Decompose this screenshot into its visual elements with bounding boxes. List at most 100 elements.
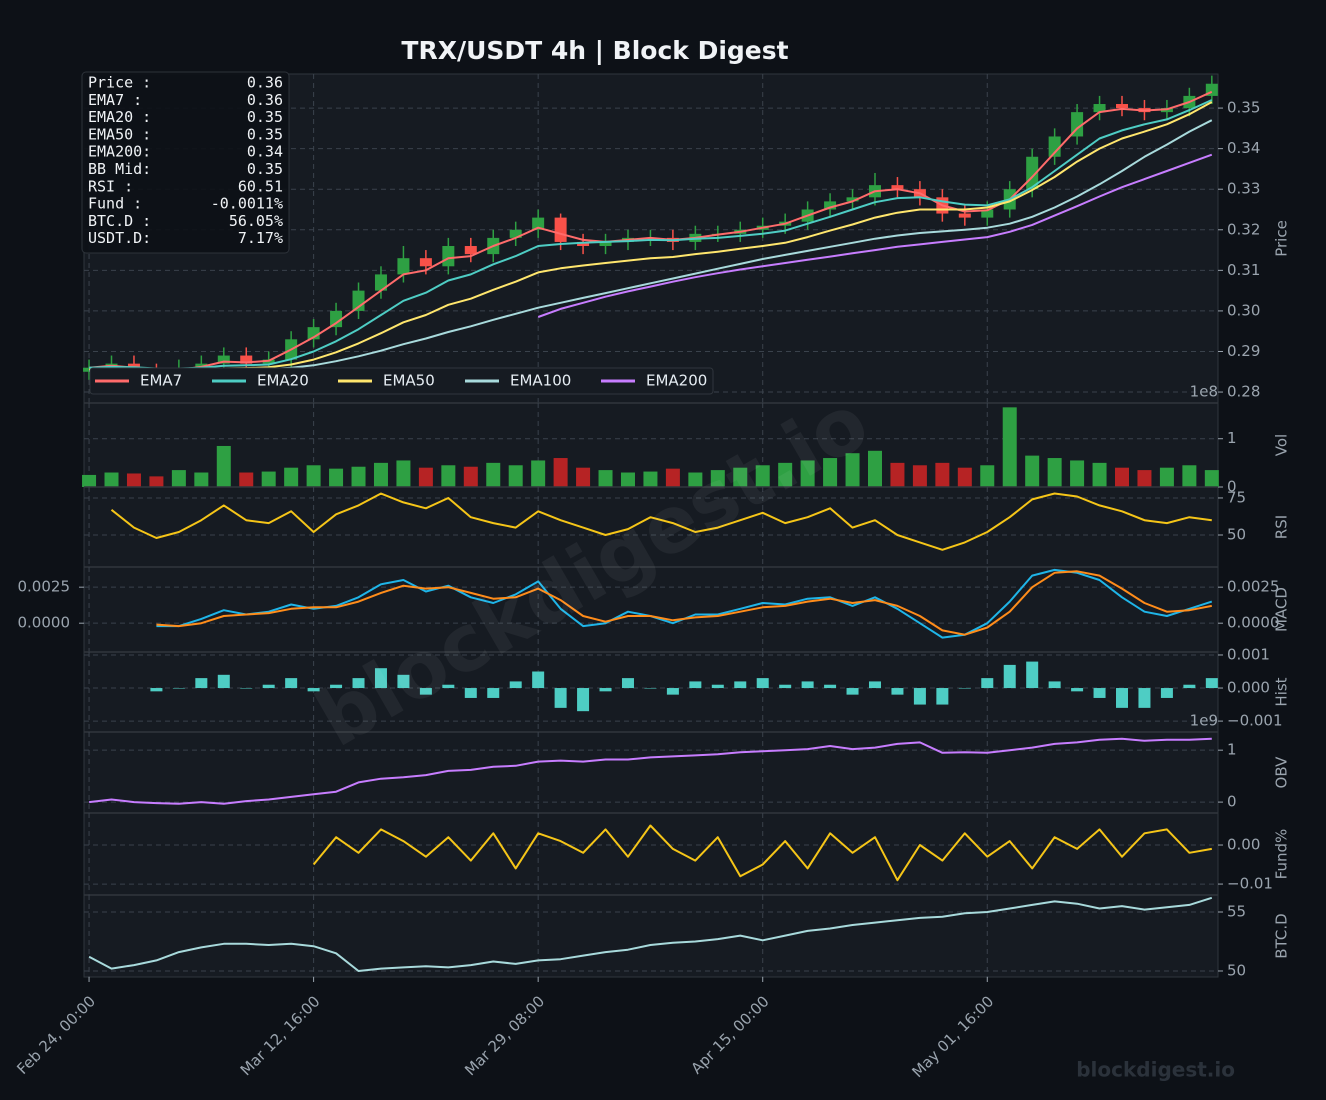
bar [195, 678, 208, 689]
bar [396, 460, 411, 487]
bar [306, 465, 321, 487]
bar [823, 458, 838, 487]
bar [1116, 688, 1129, 708]
bar [1093, 688, 1106, 698]
y-axis-label: OBV [1273, 756, 1291, 789]
y-tick-label: −0.01 [1227, 875, 1273, 893]
y-tick-label: 0.31 [1227, 261, 1260, 279]
bar [194, 472, 209, 487]
bar [82, 474, 97, 487]
bar [868, 681, 881, 689]
y-tick-label: 0.001 [1227, 645, 1270, 663]
info-value: -0.0011% [211, 195, 283, 213]
info-value: 60.51 [238, 177, 283, 195]
bar [688, 472, 703, 487]
info-label: EMA50 : [88, 125, 151, 143]
y-tick-label: 0.28 [1227, 383, 1260, 401]
candle-body [330, 310, 343, 328]
bar [935, 462, 950, 487]
y-tick-label: 0.32 [1227, 220, 1260, 238]
bar [397, 674, 410, 689]
legend: EMA7 EMA20 EMA50 EMA100 EMA200 [89, 367, 714, 395]
info-box-bg [81, 71, 290, 254]
bar [419, 688, 432, 695]
y-tick-label: 1 [1227, 741, 1237, 759]
bar [1183, 684, 1196, 689]
y-tick-label: 50 [1227, 526, 1246, 544]
bar [891, 688, 904, 695]
plot-layer: 0.280.290.300.310.320.330.340.35PriceEMA… [13, 71, 1291, 1081]
bar [150, 688, 163, 692]
bar [1047, 458, 1062, 487]
bar [1137, 470, 1152, 487]
info-label: Price : [88, 74, 151, 92]
bar [531, 460, 546, 487]
info-label: BTC.D : [88, 212, 151, 230]
bar [240, 688, 253, 689]
bar [487, 688, 500, 698]
info-value: 0.35 [247, 160, 283, 178]
candle-body [1093, 104, 1106, 113]
bar [442, 684, 455, 689]
bar [217, 674, 230, 689]
bar [1138, 688, 1151, 708]
candle-body [554, 217, 567, 242]
axis-offset-label: 1e8 [1190, 383, 1218, 401]
y-tick-label: 0 [1227, 793, 1237, 811]
candle-body [374, 274, 387, 291]
bar [1002, 407, 1017, 487]
y-tick-label: −0.001 [1227, 712, 1283, 730]
y-tick-label: 0.35 [1227, 99, 1260, 117]
series-line [89, 101, 1213, 371]
bar [599, 688, 612, 692]
bar [1070, 460, 1085, 487]
bar [824, 684, 837, 689]
candle-body [958, 213, 971, 218]
bar [1159, 467, 1174, 487]
series-line [88, 896, 1213, 972]
bar [643, 471, 658, 487]
bar [1071, 688, 1084, 692]
candle-body [217, 355, 230, 364]
bar [418, 467, 433, 487]
legend-label: EMA200 [646, 372, 707, 390]
y-axis-label: Vol [1273, 434, 1291, 456]
y-tick-label: 0.0025 [1227, 578, 1280, 596]
y-axis-label: RSI [1273, 515, 1291, 539]
y-tick-label: 0.00 [1227, 836, 1260, 854]
bar [779, 684, 792, 689]
series-line [88, 737, 1212, 805]
candle-body [891, 185, 904, 190]
candle-body [599, 241, 612, 247]
info-value: 7.17% [238, 229, 283, 247]
bar [867, 450, 882, 487]
candle-body [824, 201, 837, 210]
bar [261, 471, 276, 487]
candle-body [83, 367, 96, 372]
bar [1182, 465, 1197, 487]
bar [374, 668, 387, 689]
bar [171, 470, 186, 487]
legend-label: EMA50 [383, 372, 435, 390]
info-label: Fund : [88, 195, 142, 213]
candle-body [1048, 136, 1061, 157]
chart-title: TRX/USDT 4h | Block Digest [401, 36, 788, 65]
bar [576, 467, 591, 487]
y-tick-label: 0.000 [1227, 679, 1270, 697]
bar [307, 688, 320, 692]
bar [958, 688, 971, 689]
bar [666, 688, 679, 695]
candle-body [577, 241, 590, 247]
y-tick-label-left: 0.0025 [18, 578, 71, 596]
bar [1048, 681, 1061, 689]
bar [486, 462, 501, 487]
bar [351, 466, 366, 487]
bar [845, 453, 860, 487]
bar [216, 445, 231, 487]
y-tick-label: 0.0000 [1227, 614, 1280, 632]
candle-body [846, 197, 859, 202]
candle-body [419, 258, 432, 267]
candle-body [981, 209, 994, 218]
bar [1115, 467, 1130, 487]
bar [104, 472, 119, 487]
